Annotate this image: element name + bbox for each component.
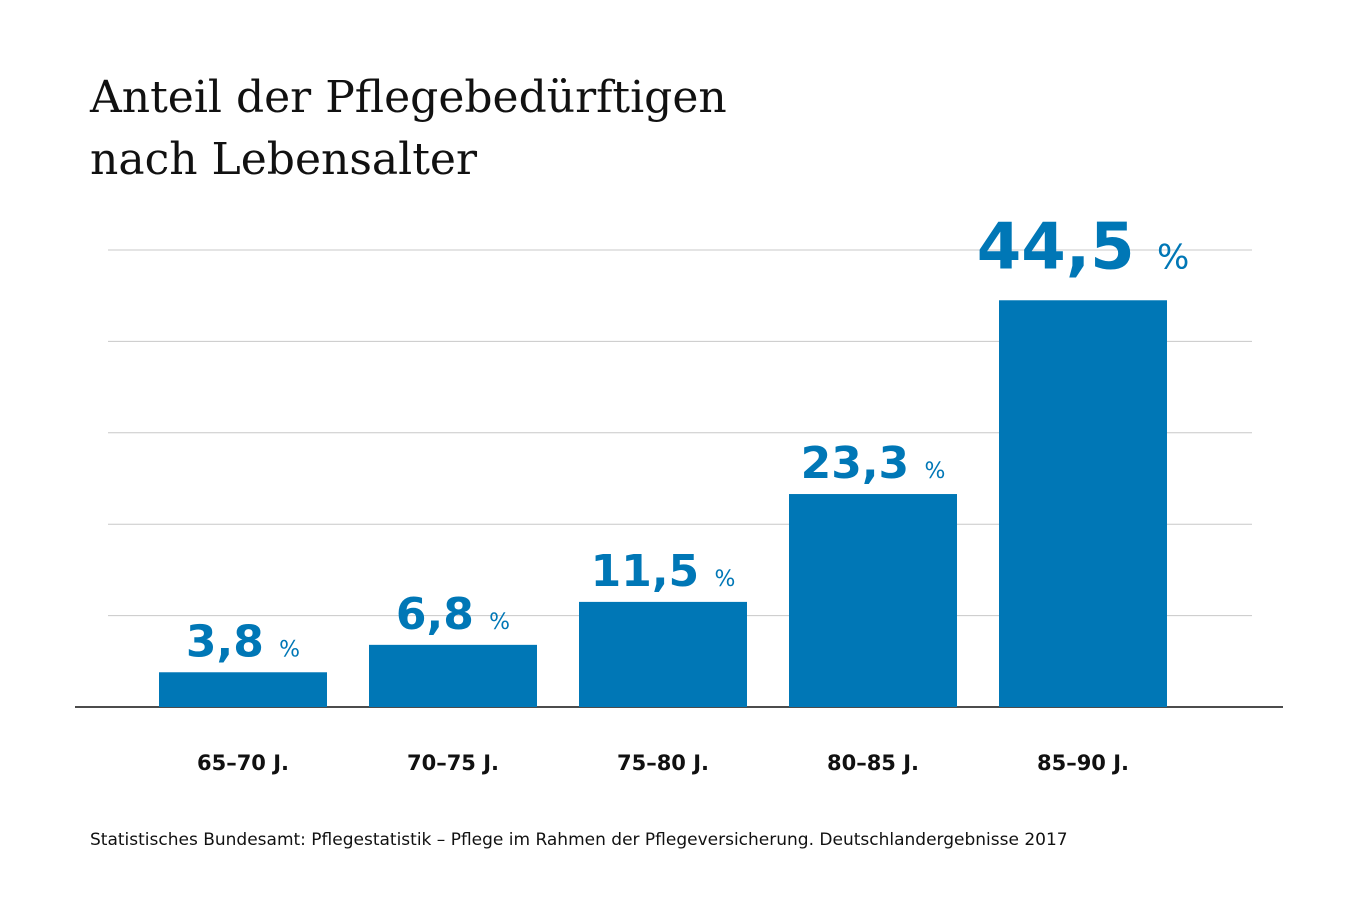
chart-title: Anteil der Pflegebedürftigen [89,72,727,123]
value-label: 6,8 % [396,589,510,640]
bar [579,601,747,707]
bar [789,494,957,707]
bar [369,644,537,707]
source: Statistisches Bundesamt: Pflegestatistik… [90,830,1068,850]
x-tick-label: 65–70 J. [197,751,289,775]
x-tick-label: 70–75 J. [407,751,499,775]
bar [159,672,327,707]
value-label: 3,8 % [186,616,300,667]
x-tick-label: 85–90 J. [1037,751,1129,775]
chart-title: nach Lebensalter [90,134,478,185]
value-label: 23,3 % [801,438,946,489]
x-tick-label: 75–80 J. [617,751,709,775]
x-tick-label: 80–85 J. [827,751,919,775]
bar [999,300,1167,707]
value-label: 44,5 % [977,210,1190,284]
value-label: 11,5 % [591,546,736,597]
